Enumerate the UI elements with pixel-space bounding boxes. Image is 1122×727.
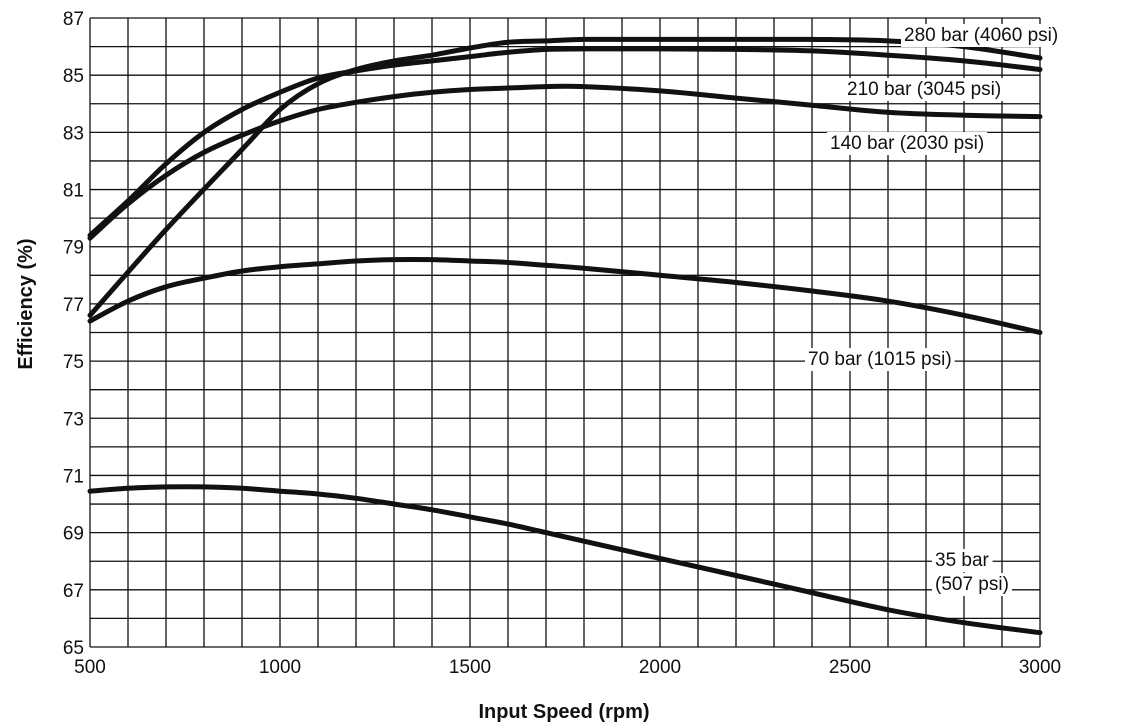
- y-tick-label: 65: [63, 638, 84, 659]
- series-label: (507 psi): [935, 574, 1009, 595]
- x-tick-label: 1500: [449, 657, 491, 678]
- y-axis-title: Efficiency (%): [15, 238, 37, 369]
- y-tick-label: 79: [63, 238, 84, 259]
- x-tick-label: 1000: [259, 657, 301, 678]
- y-tick-label: 67: [63, 581, 84, 602]
- series-label-background: [932, 549, 993, 572]
- y-tick-label: 77: [63, 295, 84, 316]
- y-tick-label: 87: [63, 9, 84, 30]
- series-label: 280 bar (4060 psi): [904, 25, 1058, 46]
- series-label: 35 bar: [935, 550, 990, 571]
- y-tick-label: 85: [63, 66, 84, 87]
- y-tick-label: 83: [63, 123, 84, 144]
- series-line: [87, 46, 1043, 238]
- x-tick-label: 500: [74, 657, 106, 678]
- series-label-background: [844, 78, 1005, 101]
- series-label-background: [932, 573, 1012, 596]
- x-tick-label: 2500: [829, 657, 871, 678]
- series-label-background: [901, 24, 1062, 47]
- y-tick-label: 75: [63, 352, 84, 373]
- series-label: 70 bar (1015 psi): [808, 349, 952, 370]
- y-tick-label: 73: [63, 409, 84, 430]
- y-tick-label: 69: [63, 524, 84, 545]
- chart-series-lines: [87, 36, 1043, 636]
- chart-series-labels: 280 bar (4060 psi) 210 bar (3045 psi) 140 …: [805, 24, 1062, 596]
- series-line: [87, 83, 1043, 241]
- series-label: 140 bar (2030 psi): [830, 133, 984, 154]
- y-tick-label: 81: [63, 181, 84, 202]
- series-line: [87, 484, 1043, 636]
- series-line: [87, 256, 1043, 335]
- x-tick-label: 3000: [1019, 657, 1061, 678]
- x-tick-label: 2000: [639, 657, 681, 678]
- chart-tick-labels: 500 1000 1500 2000 2500 3000 65 67 69 71 73 75 77 79 8…: [63, 9, 1061, 678]
- y-tick-label: 71: [63, 466, 84, 487]
- series-label-background: [827, 132, 988, 155]
- x-axis-title: Input Speed (rpm): [478, 701, 649, 723]
- series-label-background: [805, 348, 955, 371]
- series-label: 210 bar (3045 psi): [847, 79, 1001, 100]
